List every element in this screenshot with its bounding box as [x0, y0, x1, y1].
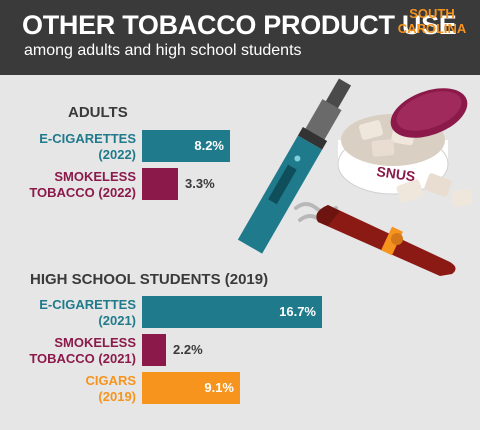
bar-label-hs-ecig: E-CIGARETTES (2021) [0, 297, 136, 329]
bar-value-adults-ecig: 8.2% [194, 138, 224, 153]
page-title: OTHER TOBACCO PRODUCT USE [22, 10, 457, 40]
bar-label-adults-smokeless: SMOKELESS TOBACCO (2022) [0, 169, 136, 201]
bar-label-line2: TOBACCO (2022) [29, 185, 136, 200]
bar-label-hs-smokeless: SMOKELESS TOBACCO (2021) [0, 335, 136, 367]
bar-hs-smokeless [142, 334, 166, 366]
bar-label-line2: TOBACCO (2021) [29, 351, 136, 366]
bar-adults-smokeless [142, 168, 178, 200]
snus-tin-icon: SNUS [337, 88, 473, 208]
vape-pen-icon [237, 78, 352, 254]
section-title-adults: ADULTS [68, 104, 128, 121]
bar-value-hs-cigars: 9.1% [204, 380, 234, 395]
bar-label-line1: SMOKELESS [54, 169, 136, 184]
bar-label-adults-ecig: E-CIGARETTES (2022) [0, 131, 136, 163]
state-name-line2: CAROLINA [397, 21, 467, 36]
snus-label: SNUS [376, 163, 417, 184]
header-banner: OTHER TOBACCO PRODUCT USE among adults a… [0, 0, 480, 75]
bar-label-line1: E-CIGARETTES [39, 297, 136, 312]
bar-value-hs-ecig: 16.7% [279, 304, 316, 319]
page-subtitle: among adults and high school students [24, 42, 302, 59]
bar-value-hs-smokeless: 2.2% [173, 342, 203, 357]
bar-label-line1: CIGARS [85, 373, 136, 388]
bar-label-line2: (2021) [98, 313, 136, 328]
bar-hs-cigars [142, 372, 240, 404]
state-name-line1: SOUTH [409, 6, 455, 21]
cigar-icon [316, 205, 456, 276]
bar-label-hs-cigars: CIGARS (2019) [0, 373, 136, 405]
bar-label-line1: E-CIGARETTES [39, 131, 136, 146]
bar-hs-ecig [142, 296, 322, 328]
state-name: SOUTH CAROLINA [392, 6, 472, 36]
bar-label-line1: SMOKELESS [54, 335, 136, 350]
section-title-high-school: HIGH SCHOOL STUDENTS (2019) [30, 271, 269, 288]
bar-label-line2: (2019) [98, 389, 136, 404]
bar-value-adults-smokeless: 3.3% [185, 176, 215, 191]
bar-adults-ecig [142, 130, 230, 162]
bar-label-line2: (2022) [98, 147, 136, 162]
